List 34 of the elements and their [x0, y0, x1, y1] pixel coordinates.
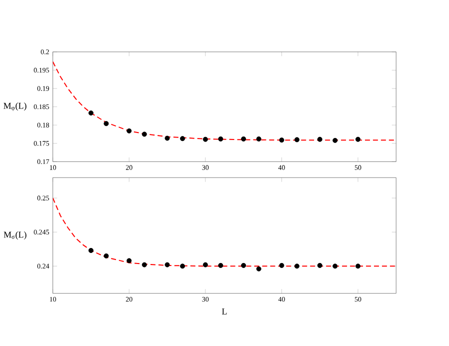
y-axis-title: M$_{φ}$(L) — [4, 102, 26, 111]
point — [241, 136, 246, 142]
point — [256, 136, 262, 142]
point — [126, 258, 132, 264]
point — [180, 264, 186, 269]
point — [241, 262, 246, 268]
point — [142, 262, 147, 268]
point — [294, 264, 300, 269]
point — [355, 136, 360, 142]
point — [126, 128, 132, 134]
point — [355, 264, 360, 269]
point — [180, 136, 186, 141]
point — [202, 136, 208, 142]
point — [256, 266, 262, 272]
point — [218, 262, 224, 268]
y-axis-title: M$_{σ}$(L) — [4, 231, 26, 240]
x-axis-title: L — [222, 308, 227, 314]
point — [279, 262, 284, 268]
point — [202, 262, 208, 268]
point — [317, 262, 322, 268]
line-series — [52, 197, 396, 267]
point — [218, 136, 224, 142]
point — [279, 137, 284, 142]
point — [164, 136, 170, 141]
point — [88, 248, 94, 253]
point — [88, 110, 94, 116]
point — [104, 253, 109, 258]
point — [142, 132, 147, 137]
point — [104, 120, 109, 126]
point — [317, 136, 322, 142]
point — [332, 138, 338, 143]
point — [164, 262, 170, 268]
point — [332, 264, 338, 269]
point — [294, 137, 300, 142]
